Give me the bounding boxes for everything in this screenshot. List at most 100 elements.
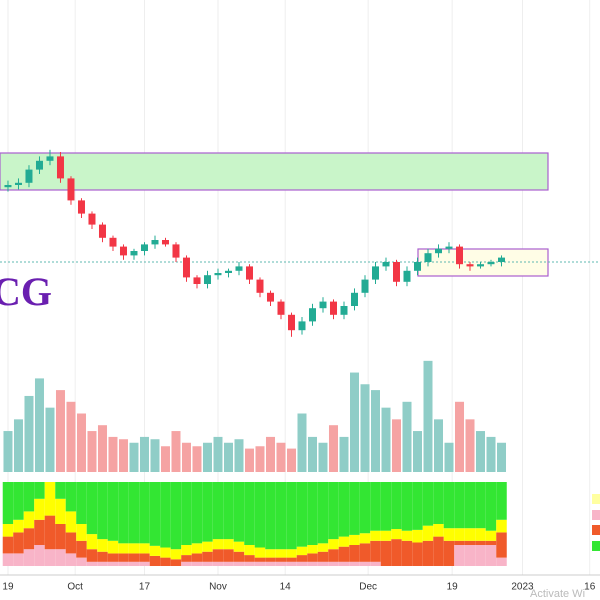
stack-segment (380, 482, 392, 531)
stack-segment (454, 540, 465, 545)
stack-segment (160, 547, 171, 558)
stack-segment (244, 545, 255, 556)
swatch (592, 541, 600, 551)
stack-segment (475, 528, 486, 541)
stack-segment (349, 482, 360, 535)
candle-body (361, 279, 369, 293)
stack-segment (317, 543, 329, 552)
stack-segment (328, 539, 339, 550)
stack-segment (244, 561, 255, 566)
stack-segment (349, 561, 360, 566)
stack-segment (44, 515, 56, 550)
stack-segment (76, 482, 87, 524)
stack-segment (181, 482, 192, 545)
candle-body (151, 240, 159, 245)
stack-segment (118, 553, 129, 562)
stack-segment (170, 549, 182, 560)
stack-segment (23, 511, 35, 529)
volume-bar (139, 436, 149, 472)
x-tick-label: 19 (447, 582, 459, 593)
stack-segment (286, 561, 297, 566)
candle-body (46, 156, 54, 161)
stack-segment (496, 557, 507, 566)
volume-bar (402, 401, 412, 472)
stack-segment (223, 539, 234, 550)
stack-segment (412, 529, 423, 543)
stack-segment (464, 545, 476, 566)
candle-body (235, 266, 243, 271)
stack-segment (97, 482, 108, 540)
volume-bar (55, 390, 65, 472)
stack-segment (433, 524, 444, 537)
stack-segment (485, 545, 497, 566)
candle-body (256, 279, 264, 293)
volume-bar (223, 442, 233, 472)
stack-segment (97, 539, 108, 552)
stack-segment (13, 532, 24, 554)
stack-segment (338, 561, 350, 566)
candle-body (203, 275, 211, 284)
ticker: CG (0, 269, 52, 314)
stack-segment (296, 561, 308, 566)
stack-segment (149, 545, 161, 556)
stack-segment (139, 553, 150, 562)
volume-bar (349, 372, 359, 472)
stack-segment (13, 482, 24, 520)
stack-segment (107, 553, 119, 562)
candle-body (182, 257, 190, 278)
volume-bar (286, 448, 296, 472)
stack-segment (307, 553, 318, 562)
volume-bar (213, 436, 223, 472)
candle-body (140, 244, 148, 251)
stack-segment (464, 540, 476, 545)
stack-segment (55, 524, 66, 550)
stack-segment (286, 557, 297, 562)
volume-bar (391, 419, 401, 472)
stack-segment (265, 561, 276, 566)
stack-segment (23, 549, 35, 566)
stack-segment (338, 482, 350, 537)
stack-segment (181, 545, 192, 556)
stack-segment (401, 540, 413, 566)
candle-body (130, 251, 138, 256)
stack-segment (485, 482, 497, 531)
x-tick-label: 2023 (511, 582, 534, 593)
volume-bar (108, 436, 118, 472)
stack-segment (254, 547, 266, 558)
stack-segment (443, 540, 455, 566)
stack-segment (412, 542, 423, 566)
volume-bar (413, 431, 423, 472)
volume-bar (297, 413, 307, 472)
stack-segment (401, 530, 413, 541)
stack-segment (433, 536, 444, 566)
candle-body (35, 160, 43, 170)
volume-bar (87, 431, 97, 472)
stack-segment (44, 482, 56, 516)
stack-segment (443, 482, 455, 529)
stack-segment (254, 561, 266, 566)
candle-body (14, 182, 22, 185)
candle-body (414, 262, 422, 271)
stack-segment (170, 559, 182, 566)
stack-segment (233, 561, 245, 566)
stack-segment (275, 482, 287, 550)
volume-bar (328, 425, 338, 472)
stack-segment (23, 482, 35, 512)
stack-segment (34, 498, 45, 520)
stack-segment (76, 540, 87, 558)
volume-bar (255, 446, 265, 472)
volume-bar (129, 442, 139, 472)
stack-segment (191, 543, 203, 554)
stack-segment (370, 482, 381, 531)
stack-segment (55, 498, 66, 524)
candle-body (392, 262, 400, 282)
stack-segment (212, 561, 224, 566)
candle-body (25, 169, 33, 183)
stack-segment (275, 561, 287, 566)
candle-body (77, 200, 85, 214)
stack-segment (76, 557, 87, 566)
volume-bar (360, 384, 370, 472)
stack-segment (107, 540, 119, 554)
stack-segment (86, 534, 98, 550)
candle-body (371, 266, 379, 280)
